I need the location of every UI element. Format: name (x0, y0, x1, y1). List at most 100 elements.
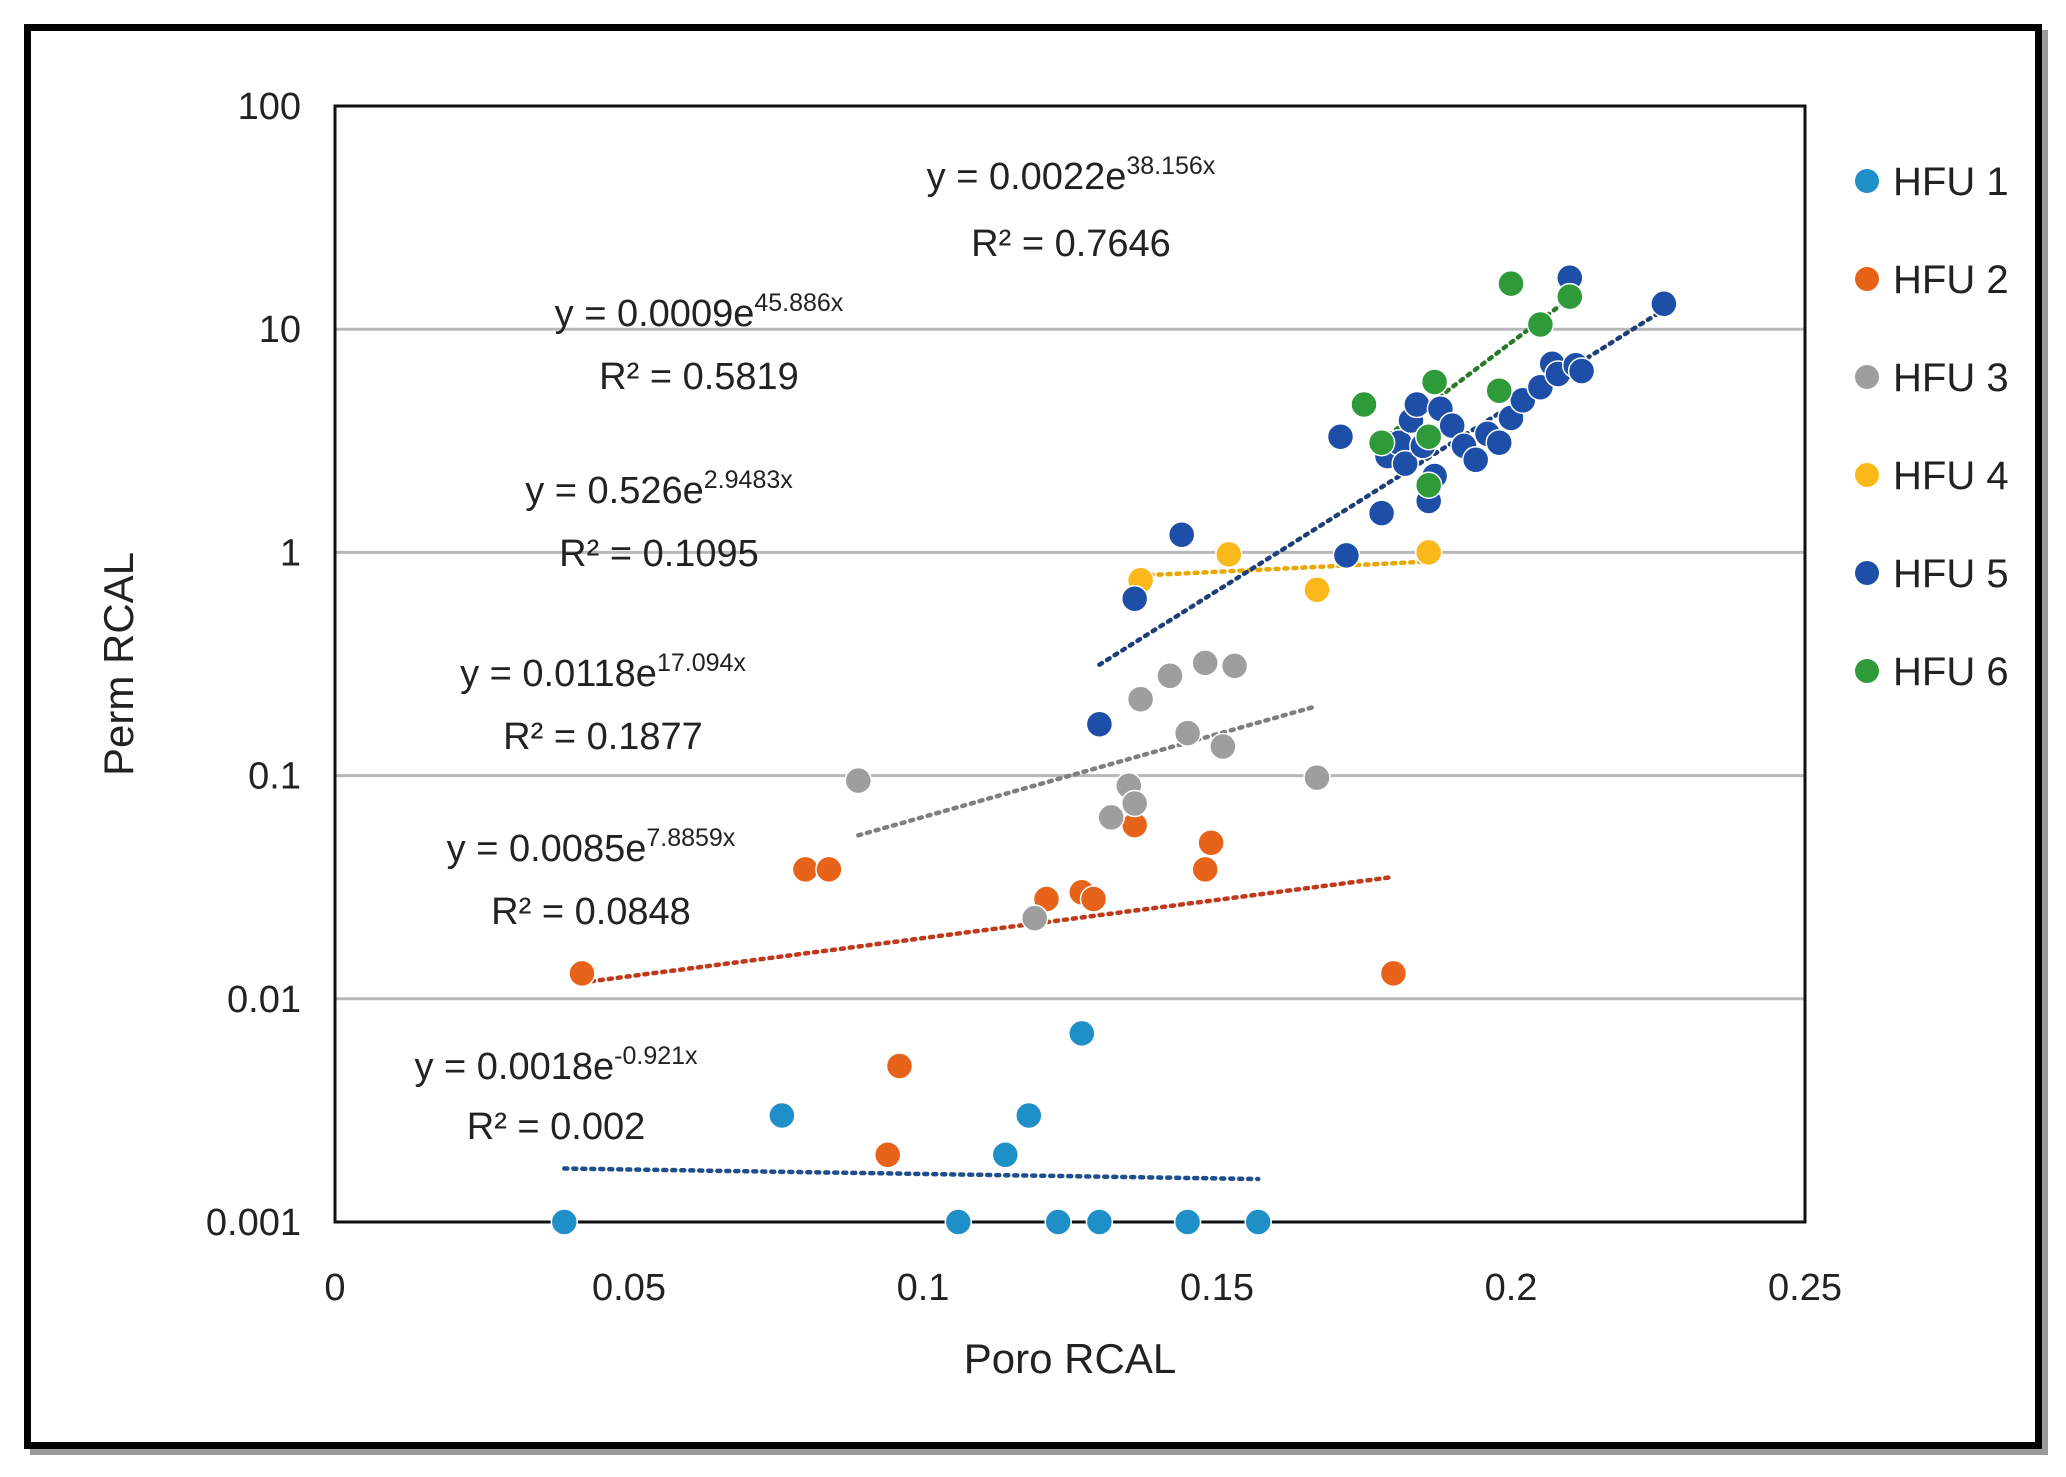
point-hfu-1-3 (944, 1208, 973, 1236)
legend-label-hfu-5: HFU 5 (1893, 552, 2009, 596)
equation-hfu-2: y = 0.0085e7.8859x (447, 824, 736, 870)
y-tick-10: 10 (259, 309, 301, 351)
legend-label-hfu-2: HFU 2 (1893, 258, 2009, 302)
point-hfu-5-6 (1367, 499, 1396, 527)
data-points (550, 264, 1678, 1236)
x-tick-0.25: 0.25 (1768, 1267, 1842, 1309)
r-squared-hfu-6: R² = 0.5819 (599, 356, 799, 398)
scatter-chart: 0.001 0.01 0.1 1 10 100 0 0.05 0.1 0.15 0.2 0.25 Po… (95, 86, 2009, 1382)
point-hfu-3-11 (1220, 652, 1249, 680)
point-hfu-5-29 (1650, 290, 1678, 318)
trendline-hfu-1 (562, 1166, 1261, 1182)
point-hfu-2-2 (791, 855, 820, 884)
point-hfu-5-1 (1085, 710, 1114, 738)
point-hfu-6-2 (1367, 428, 1396, 457)
equation-hfu-4: y = 0.526e2.9483x (525, 466, 793, 512)
point-hfu-3-1 (844, 766, 873, 795)
point-hfu-3-6 (1126, 685, 1155, 713)
chart-frame: 0.001 0.01 0.1 1 10 100 0 0.05 0.1 0.15 0.2 0.25 Po… (24, 24, 2042, 1449)
trendline-hfu-3 (856, 703, 1320, 838)
point-hfu-5-28 (1567, 357, 1596, 385)
point-hfu-3-12 (1303, 763, 1331, 792)
point-hfu-6-7 (1497, 269, 1525, 298)
y-tick-1: 1 (280, 532, 301, 574)
point-hfu-5-16 (1438, 411, 1466, 440)
point-hfu-5-9 (1391, 449, 1419, 478)
point-hfu-6-9 (1556, 282, 1584, 311)
point-hfu-4-2 (1215, 540, 1243, 569)
legend-marker-hfu-2 (1855, 267, 1879, 291)
point-hfu-2-11 (1197, 829, 1225, 857)
point-hfu-1-8 (1085, 1208, 1114, 1236)
equation-hfu-3: y = 0.0118e17.094x (460, 649, 746, 695)
tick-labels: 0.001 0.01 0.1 1 10 100 0 0.05 0.1 0.15 0.2 0.25 (206, 86, 1842, 1309)
point-hfu-1-9 (1173, 1208, 1202, 1236)
legend-marker-hfu-5 (1855, 561, 1879, 585)
x-tick-0.05: 0.05 (592, 1267, 666, 1309)
legend-label-hfu-3: HFU 3 (1893, 356, 2009, 400)
r-squared-hfu-5: R² = 0.7646 (971, 223, 1171, 265)
point-hfu-5-5 (1332, 541, 1361, 570)
point-hfu-3-3 (1097, 803, 1125, 832)
legend-label-hfu-1: HFU 1 (1893, 160, 2009, 204)
point-hfu-6-8 (1526, 310, 1555, 339)
equation-hfu-1: y = 0.0018e-0.921x (414, 1042, 698, 1088)
point-hfu-3-9 (1191, 649, 1219, 677)
point-hfu-5-18 (1461, 446, 1490, 474)
point-hfu-1-1 (550, 1208, 579, 1236)
point-hfu-1-4 (991, 1141, 1020, 1169)
point-hfu-3-2 (1020, 904, 1049, 932)
point-hfu-3-8 (1173, 719, 1202, 747)
equation-hfu-5: y = 0.0022e38.156x (927, 152, 1216, 198)
point-hfu-3-10 (1209, 732, 1237, 761)
point-hfu-2-3 (815, 855, 843, 884)
point-hfu-3-5 (1120, 789, 1149, 818)
r-squared-hfu-1: R² = 0.002 (467, 1106, 646, 1148)
point-hfu-2-12 (1379, 959, 1408, 988)
y-tick-0.01: 0.01 (227, 979, 301, 1021)
trendline-hfu-2 (579, 874, 1396, 985)
gridlines (335, 327, 1805, 1001)
y-axis-title: Perm RCAL (95, 552, 142, 776)
point-hfu-1-6 (1044, 1208, 1072, 1236)
legend-marker-hfu-6 (1855, 659, 1879, 683)
x-tick-0.2: 0.2 (1485, 1267, 1538, 1309)
point-hfu-1-10 (1244, 1208, 1272, 1236)
trend-equations: y = 0.0018e-0.921x R² = 0.002 y = 0.0085e7… (414, 152, 1215, 1148)
point-hfu-5-2 (1120, 584, 1149, 613)
point-hfu-2-1 (568, 959, 596, 988)
point-hfu-6-4 (1414, 422, 1443, 451)
point-hfu-2-10 (1191, 855, 1219, 884)
trendline-hfu-5 (1097, 307, 1667, 667)
r-squared-hfu-3: R² = 0.1877 (503, 716, 703, 758)
legend-label-hfu-4: HFU 4 (1893, 454, 2009, 498)
legend-marker-hfu-1 (1855, 169, 1879, 193)
x-tick-0.15: 0.15 (1180, 1267, 1254, 1309)
x-tick-0: 0 (324, 1267, 345, 1309)
x-axis-title: Poro RCAL (964, 1335, 1176, 1382)
point-hfu-5-4 (1326, 422, 1355, 451)
y-tick-100: 100 (238, 86, 301, 128)
r-squared-hfu-4: R² = 0.1095 (559, 533, 759, 575)
point-hfu-5-3 (1167, 520, 1196, 549)
trendline-hfu-4 (1138, 559, 1431, 578)
point-hfu-5-11 (1403, 390, 1431, 419)
point-hfu-4-4 (1414, 538, 1443, 567)
point-hfu-1-5 (1015, 1101, 1043, 1130)
point-hfu-2-5 (885, 1052, 914, 1080)
point-hfu-1-7 (1068, 1019, 1096, 1048)
point-hfu-5-20 (1485, 428, 1513, 457)
point-hfu-2-8 (1079, 885, 1108, 913)
point-hfu-1-2 (768, 1101, 796, 1130)
point-hfu-6-3 (1414, 471, 1443, 499)
point-hfu-6-5 (1420, 368, 1449, 396)
point-hfu-2-4 (873, 1141, 902, 1169)
legend-label-hfu-6: HFU 6 (1893, 650, 2009, 694)
y-tick-0.001: 0.001 (206, 1202, 301, 1244)
legend-marker-hfu-4 (1855, 463, 1879, 487)
point-hfu-6-1 (1350, 390, 1378, 419)
legend: HFU 1 HFU 2 HFU 3 HFU 4 HFU 5 HFU 6 (1855, 160, 2009, 694)
equation-hfu-6: y = 0.0009e45.886x (555, 289, 844, 335)
point-hfu-4-3 (1303, 576, 1331, 604)
y-tick-0.1: 0.1 (248, 756, 301, 798)
